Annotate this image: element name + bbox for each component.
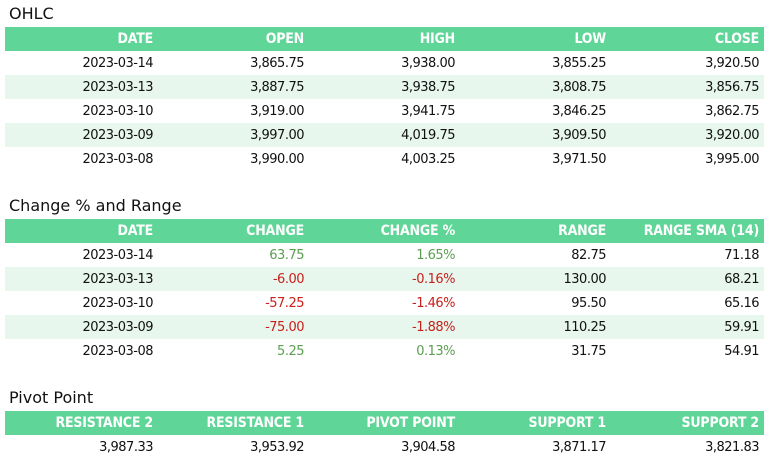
change-percent-cell: 1.65%: [416, 247, 455, 263]
range-sma-cell: 65.16: [724, 295, 759, 311]
change-range-title: Change % and Range: [9, 196, 182, 215]
high-cell: 3,938.00: [401, 55, 455, 71]
change-percent-cell: -1.46%: [412, 295, 456, 311]
pivot-point-title: Pivot Point: [9, 388, 94, 407]
date-cell: 2023-03-08: [82, 343, 153, 359]
date-cell: 2023-03-09: [82, 127, 153, 143]
open-cell: 3,919.00: [250, 103, 304, 119]
support-2-cell: 3,821.83: [705, 439, 759, 455]
column-header-change-percent[interactable]: CHANGE %: [380, 223, 456, 239]
date-cell: 2023-03-08: [82, 151, 153, 167]
close-cell: 3,920.50: [705, 55, 759, 71]
date-cell: 2023-03-14: [82, 55, 153, 71]
resistance-1-cell: 3,953.92: [250, 439, 304, 455]
change-percent-cell: 0.13%: [416, 343, 455, 359]
pivot-point-table: RESISTANCE 2 RESISTANCE 1 PIVOT POINT SU…: [5, 411, 764, 459]
high-cell: 4,003.25: [401, 151, 455, 167]
change-percent-cell: -1.88%: [412, 319, 456, 335]
high-cell: 3,938.75: [401, 79, 455, 95]
date-cell: 2023-03-13: [82, 271, 153, 287]
low-cell: 3,808.75: [552, 79, 606, 95]
change-percent-cell: -0.16%: [412, 271, 456, 287]
date-cell: 2023-03-10: [82, 103, 153, 119]
close-cell: 3,856.75: [705, 79, 759, 95]
low-cell: 3,846.25: [552, 103, 606, 119]
change-cell: -6.00: [272, 271, 305, 287]
range-cell: 95.50: [571, 295, 606, 311]
change-cell: 5.25: [277, 343, 304, 359]
column-header-resistance-1[interactable]: RESISTANCE 1: [206, 415, 304, 431]
low-cell: 3,971.50: [552, 151, 606, 167]
low-cell: 3,909.50: [552, 127, 606, 143]
resistance-2-cell: 3,987.33: [99, 439, 153, 455]
column-header-pivot-point[interactable]: PIVOT POINT: [366, 415, 455, 431]
column-header-high[interactable]: HIGH: [419, 31, 456, 47]
support-1-cell: 3,871.17: [552, 439, 606, 455]
open-cell: 3,865.75: [250, 55, 304, 71]
table-header-row: DATE OPEN HIGH LOW CLOSE: [5, 27, 764, 51]
change-range-table: DATE CHANGE CHANGE % RANGE RANGE SMA (14…: [5, 219, 764, 363]
range-cell: 130.00: [563, 271, 607, 287]
table-header-row: RESISTANCE 2 RESISTANCE 1 PIVOT POINT SU…: [5, 411, 764, 435]
date-cell: 2023-03-09: [82, 319, 153, 335]
close-cell: 3,862.75: [705, 103, 759, 119]
pivot-point-cell: 3,904.58: [401, 439, 455, 455]
high-cell: 4,019.75: [401, 127, 455, 143]
table-row: 2023-03-09 3,997.00 4,019.75 3,909.50 3,…: [5, 123, 764, 147]
change-cell: -57.25: [265, 295, 304, 311]
table-row: 2023-03-13 -6.00 -0.16% 130.00 68.21: [5, 267, 764, 291]
date-cell: 2023-03-14: [82, 247, 153, 263]
column-header-change[interactable]: CHANGE: [246, 223, 304, 239]
high-cell: 3,941.75: [401, 103, 455, 119]
change-cell: 63.75: [269, 247, 304, 263]
range-sma-cell: 68.21: [724, 271, 759, 287]
close-cell: 3,995.00: [705, 151, 759, 167]
column-header-low[interactable]: LOW: [574, 31, 606, 47]
open-cell: 3,990.00: [250, 151, 304, 167]
table-row: 3,987.33 3,953.92 3,904.58 3,871.17 3,82…: [5, 435, 764, 459]
range-sma-cell: 59.91: [724, 319, 759, 335]
column-header-close[interactable]: CLOSE: [714, 31, 759, 47]
close-cell: 3,920.00: [705, 127, 759, 143]
column-header-resistance-2[interactable]: RESISTANCE 2: [55, 415, 153, 431]
table-row: 2023-03-14 63.75 1.65% 82.75 71.18: [5, 243, 764, 267]
table-row: 2023-03-08 3,990.00 4,003.25 3,971.50 3,…: [5, 147, 764, 171]
open-cell: 3,997.00: [250, 127, 304, 143]
table-row: 2023-03-13 3,887.75 3,938.75 3,808.75 3,…: [5, 75, 764, 99]
column-header-date[interactable]: DATE: [117, 31, 153, 47]
column-header-support-2[interactable]: SUPPORT 2: [681, 415, 760, 431]
ohlc-title: OHLC: [9, 4, 54, 23]
range-sma-cell: 54.91: [724, 343, 759, 359]
column-header-date[interactable]: DATE: [117, 223, 153, 239]
date-cell: 2023-03-10: [82, 295, 153, 311]
column-header-open[interactable]: OPEN: [265, 31, 304, 47]
date-cell: 2023-03-13: [82, 79, 153, 95]
change-cell: -75.00: [265, 319, 304, 335]
table-row: 2023-03-14 3,865.75 3,938.00 3,855.25 3,…: [5, 51, 764, 75]
table-row: 2023-03-08 5.25 0.13% 31.75 54.91: [5, 339, 764, 363]
table-row: 2023-03-10 3,919.00 3,941.75 3,846.25 3,…: [5, 99, 764, 123]
range-sma-cell: 71.18: [724, 247, 759, 263]
column-header-support-1[interactable]: SUPPORT 1: [528, 415, 607, 431]
column-header-range-sma[interactable]: RANGE SMA (14): [643, 223, 759, 239]
open-cell: 3,887.75: [250, 79, 304, 95]
range-cell: 31.75: [571, 343, 606, 359]
column-header-range[interactable]: RANGE: [558, 223, 606, 239]
range-cell: 82.75: [571, 247, 606, 263]
table-header-row: DATE CHANGE CHANGE % RANGE RANGE SMA (14…: [5, 219, 764, 243]
ohlc-table: DATE OPEN HIGH LOW CLOSE 2023-03-14 3,86…: [5, 27, 764, 171]
range-cell: 110.25: [563, 319, 607, 335]
low-cell: 3,855.25: [552, 55, 606, 71]
table-row: 2023-03-09 -75.00 -1.88% 110.25 59.91: [5, 315, 764, 339]
table-row: 2023-03-10 -57.25 -1.46% 95.50 65.16: [5, 291, 764, 315]
